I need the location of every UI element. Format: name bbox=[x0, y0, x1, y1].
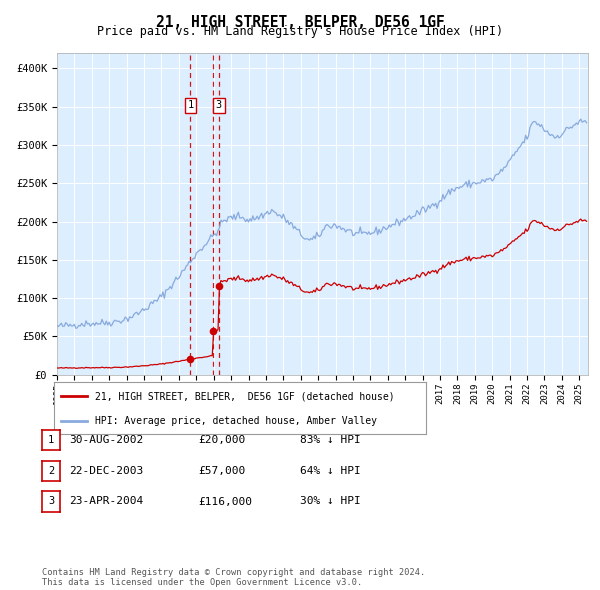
Text: Contains HM Land Registry data © Crown copyright and database right 2024.
This d: Contains HM Land Registry data © Crown c… bbox=[42, 568, 425, 587]
Text: 30-AUG-2002: 30-AUG-2002 bbox=[69, 435, 143, 445]
Text: Price paid vs. HM Land Registry's House Price Index (HPI): Price paid vs. HM Land Registry's House … bbox=[97, 25, 503, 38]
Text: 83% ↓ HPI: 83% ↓ HPI bbox=[300, 435, 361, 445]
Text: HPI: Average price, detached house, Amber Valley: HPI: Average price, detached house, Ambe… bbox=[95, 416, 377, 425]
Text: £20,000: £20,000 bbox=[198, 435, 245, 445]
Text: 22-DEC-2003: 22-DEC-2003 bbox=[69, 466, 143, 476]
Text: 30% ↓ HPI: 30% ↓ HPI bbox=[300, 497, 361, 506]
Text: 1: 1 bbox=[187, 100, 193, 110]
Text: 21, HIGH STREET, BELPER,  DE56 1GF (detached house): 21, HIGH STREET, BELPER, DE56 1GF (detac… bbox=[95, 391, 395, 401]
Text: 23-APR-2004: 23-APR-2004 bbox=[69, 497, 143, 506]
Text: 1: 1 bbox=[48, 435, 54, 445]
Text: £57,000: £57,000 bbox=[198, 466, 245, 476]
Text: 64% ↓ HPI: 64% ↓ HPI bbox=[300, 466, 361, 476]
Text: 3: 3 bbox=[48, 497, 54, 506]
Text: 3: 3 bbox=[216, 100, 222, 110]
Text: £116,000: £116,000 bbox=[198, 497, 252, 506]
Text: 2: 2 bbox=[48, 466, 54, 476]
Text: 21, HIGH STREET, BELPER, DE56 1GF: 21, HIGH STREET, BELPER, DE56 1GF bbox=[155, 15, 445, 30]
